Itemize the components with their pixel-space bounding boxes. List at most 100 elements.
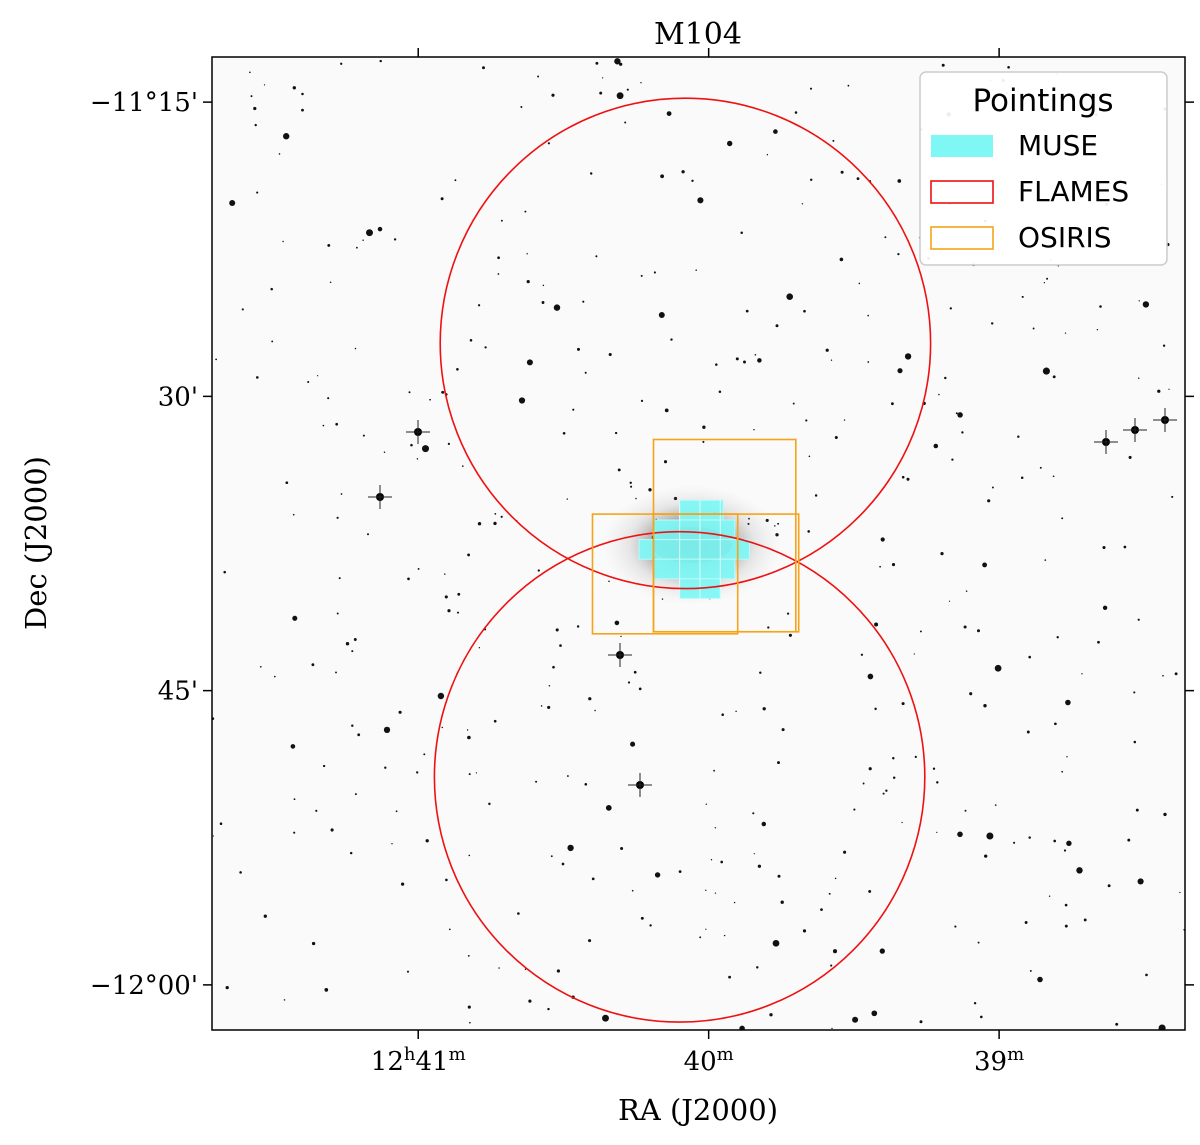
x-tick-label-1: 12h41m <box>371 1044 466 1077</box>
star <box>212 835 214 837</box>
star <box>802 929 807 933</box>
star <box>441 726 444 729</box>
star <box>526 253 528 255</box>
star <box>1044 559 1047 561</box>
star <box>965 590 968 592</box>
star <box>478 647 481 649</box>
star <box>954 925 957 928</box>
star <box>973 1001 977 1005</box>
star <box>366 229 373 237</box>
star <box>891 563 896 567</box>
star <box>1115 1022 1119 1026</box>
star <box>335 422 339 426</box>
star <box>691 179 694 182</box>
star <box>624 121 627 124</box>
flames-pointings <box>433 97 932 1023</box>
legend-label-flames: FLAMES <box>1018 175 1129 208</box>
star <box>283 999 286 1001</box>
star <box>1096 329 1099 331</box>
star <box>957 831 963 838</box>
star <box>250 95 253 98</box>
star <box>315 809 318 812</box>
star <box>834 435 838 440</box>
star <box>932 767 936 770</box>
star <box>338 577 341 580</box>
star <box>1162 344 1166 347</box>
star <box>324 988 329 992</box>
star <box>292 86 296 90</box>
star <box>273 675 276 678</box>
star <box>263 84 266 86</box>
star <box>548 684 551 687</box>
star <box>354 347 357 350</box>
star <box>1032 327 1035 330</box>
star <box>753 428 755 431</box>
star <box>1135 808 1139 812</box>
star <box>322 764 326 768</box>
star <box>825 348 829 352</box>
star <box>595 61 599 65</box>
y-tick-label-1: −11°15' <box>90 88 198 118</box>
star <box>605 805 612 811</box>
star <box>901 821 903 824</box>
star <box>885 789 888 792</box>
x-tick-label-2: 40m <box>684 1044 734 1077</box>
axis-ticks: 12h41m 40m 39m −11°15' 30' 45' −12°00' <box>90 48 1194 1077</box>
star <box>614 431 618 435</box>
star <box>1133 691 1136 694</box>
star <box>354 793 357 796</box>
star <box>408 391 411 394</box>
star <box>713 769 715 772</box>
star <box>589 172 593 175</box>
star <box>567 844 574 852</box>
star <box>493 719 497 723</box>
star <box>1052 475 1055 478</box>
star <box>994 664 1002 672</box>
star <box>556 969 561 973</box>
star <box>215 358 218 361</box>
star <box>1133 740 1137 744</box>
star <box>353 638 357 641</box>
star <box>951 458 954 461</box>
star <box>867 314 869 317</box>
star <box>638 687 642 691</box>
star <box>832 949 838 954</box>
star <box>270 287 273 291</box>
star <box>777 874 781 878</box>
star <box>1054 722 1057 726</box>
star <box>919 630 922 633</box>
star <box>830 359 833 361</box>
star <box>986 832 994 840</box>
star <box>467 553 471 557</box>
star <box>591 877 595 881</box>
star <box>1056 636 1059 639</box>
x-axis-title: RA (J2000) <box>618 1093 778 1127</box>
star <box>566 498 568 500</box>
star <box>828 892 831 895</box>
star <box>773 129 778 134</box>
star <box>1024 921 1028 924</box>
star <box>547 1007 550 1011</box>
star <box>983 704 987 708</box>
star <box>830 964 833 967</box>
star <box>384 766 387 769</box>
star <box>695 269 697 271</box>
star <box>640 274 643 277</box>
star <box>526 359 533 366</box>
star <box>653 271 656 274</box>
star <box>219 822 223 825</box>
star <box>678 870 682 873</box>
star <box>1026 730 1030 734</box>
star <box>809 87 813 90</box>
star <box>871 1010 878 1017</box>
star <box>880 537 885 542</box>
star <box>1064 332 1067 334</box>
star <box>322 424 325 427</box>
star <box>437 692 445 700</box>
star <box>756 966 759 969</box>
star <box>457 592 461 596</box>
star <box>429 398 431 401</box>
star <box>720 860 724 864</box>
star <box>584 371 587 374</box>
star <box>329 281 332 283</box>
